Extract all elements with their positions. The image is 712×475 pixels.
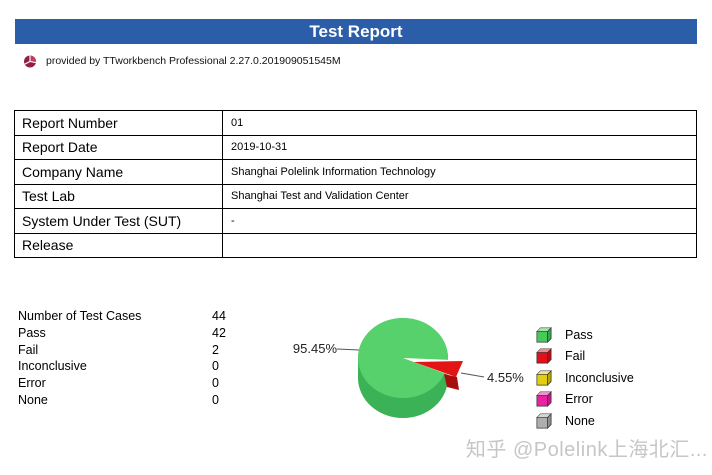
pass-leader-line [336, 348, 360, 351]
info-label: Test Lab [14, 183, 223, 209]
info-value: 01 [222, 110, 697, 136]
stat-row: Number of Test Cases 44 [18, 308, 226, 325]
table-row: Test Lab Shanghai Test and Validation Ce… [14, 183, 697, 209]
fail-percent-label: 4.55% [487, 370, 524, 385]
pass-color-cube-icon [536, 326, 552, 343]
info-value: - [222, 208, 697, 234]
results-pie-chart: 95.45% 4.55% [293, 318, 524, 418]
legend-label: Error [565, 392, 593, 407]
stat-row: Pass 42 [18, 325, 226, 342]
info-label: System Under Test (SUT) [14, 208, 223, 234]
stat-label: Pass [18, 326, 46, 341]
fail-leader-line [460, 372, 485, 378]
legend-item-none: None [536, 410, 634, 432]
zhihu-watermark: 知乎 @Polelink上海北汇... [465, 439, 708, 461]
info-label: Company Name [14, 159, 223, 185]
stat-label: Inconclusive [18, 359, 87, 374]
legend-label: None [565, 413, 595, 428]
table-row: System Under Test (SUT) - [14, 208, 697, 234]
stat-row: Fail 2 [18, 341, 226, 358]
pie-slice-fail-side [444, 374, 459, 390]
stat-value: 44 [212, 309, 226, 324]
legend-item-inconclusive: Inconclusive [536, 367, 634, 389]
stat-label: Error [18, 376, 46, 391]
pass-percent-label: 95.45% [293, 341, 338, 356]
table-row: Report Date 2019-10-31 [14, 134, 697, 160]
pie-slice-fail [414, 361, 463, 377]
report-header-bar: Test Report [15, 19, 697, 44]
table-row: Release [14, 232, 697, 258]
stat-value: 0 [212, 359, 219, 374]
table-row: Report Number 01 [14, 110, 697, 136]
stat-label: Fail [18, 342, 39, 357]
info-label: Release [14, 232, 223, 258]
stat-value: 0 [212, 376, 219, 391]
stat-row: Inconclusive 0 [18, 358, 226, 375]
pie-legend: Pass Fail Inconclusive [536, 324, 634, 432]
provided-by-row: provided by TTworkbench Professional 2.2… [23, 53, 341, 69]
test-case-stats: Number of Test Cases 44 Pass 42 Fail 2 I… [18, 308, 226, 408]
stat-label: Number of Test Cases [18, 309, 142, 324]
provided-by-text: provided by TTworkbench Professional 2.2… [46, 55, 341, 67]
legend-item-fail: Fail [536, 346, 634, 368]
stat-row: Error 0 [18, 375, 226, 392]
stat-row: None 0 [18, 391, 226, 408]
report-info-table: Report Number 01 Report Date 2019-10-31 … [14, 110, 697, 258]
legend-label: Fail [565, 349, 586, 364]
info-value: 2019-10-31 [222, 134, 697, 160]
inconclusive-color-cube-icon [536, 369, 552, 386]
fail-color-cube-icon [536, 348, 552, 365]
table-row: Company Name Shanghai Polelink Informati… [14, 159, 697, 185]
error-color-cube-icon [536, 391, 552, 408]
info-value: Shanghai Polelink Information Technology [222, 159, 697, 185]
ttworkbench-logo-icon [24, 55, 37, 68]
legend-label: Pass [565, 327, 593, 342]
info-value [222, 232, 697, 258]
stat-value: 0 [212, 392, 219, 407]
stat-value: 2 [212, 342, 219, 357]
legend-item-pass: Pass [536, 324, 634, 346]
stat-label: None [18, 392, 48, 407]
none-color-cube-icon [536, 412, 552, 429]
info-label: Report Date [14, 134, 223, 160]
info-value: Shanghai Test and Validation Center [222, 183, 697, 209]
legend-item-error: Error [536, 389, 634, 411]
stat-value: 42 [212, 326, 226, 341]
page-title: Test Report [309, 21, 403, 41]
info-label: Report Number [14, 110, 223, 136]
legend-label: Inconclusive [565, 370, 634, 385]
